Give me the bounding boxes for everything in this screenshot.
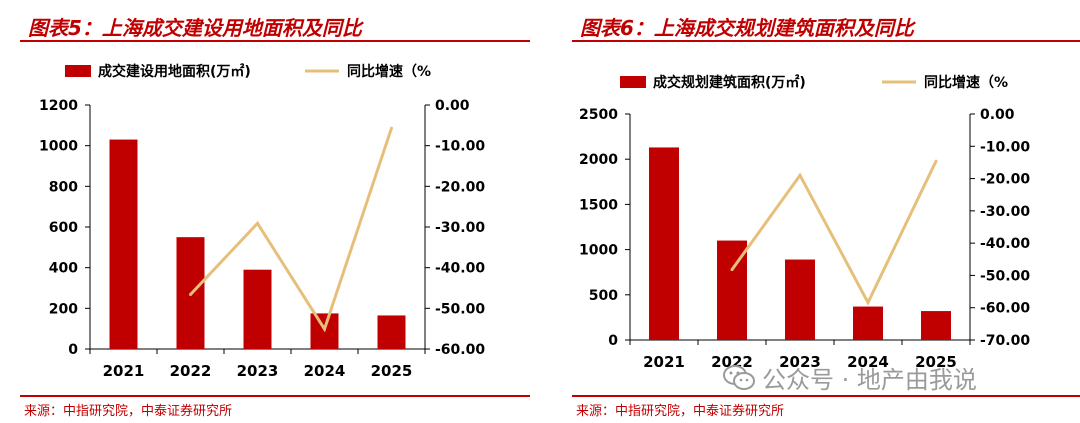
y-right-tick-label: -60.00 xyxy=(980,301,1030,317)
y-left-tick-label: 600 xyxy=(49,220,78,236)
line-point-2024 xyxy=(323,327,326,331)
y-right-tick-label: -20.00 xyxy=(980,172,1030,188)
bar-2021 xyxy=(649,147,679,340)
title-rule xyxy=(20,40,530,42)
bar-2021 xyxy=(109,139,138,349)
y-right-tick-label: 0.00 xyxy=(435,98,470,114)
bar-2025 xyxy=(921,311,951,340)
combo-chart-land-area: 成交建设用地面积(万㎡) 同比增速（% 0 200 400 600 800 1000 1200 -… xyxy=(39,63,485,380)
source-rule xyxy=(572,395,1080,397)
line-point-2024 xyxy=(866,301,870,305)
combo-chart-building-area: 成交规划建筑面积(万㎡) 同比增速（% 0 500 1000 1500 2000 2500 -7… xyxy=(579,74,1030,371)
y-left-tick-label: 200 xyxy=(49,301,78,317)
x-tick-label: 2023 xyxy=(779,353,821,371)
source-note: 来源：中指研究院，中泰证券研究所 xyxy=(576,404,785,419)
line-point-2025 xyxy=(934,159,938,163)
x-tick-label: 2021 xyxy=(643,353,685,371)
x-tick-label: 2024 xyxy=(847,353,889,371)
bar-2023 xyxy=(243,269,272,349)
bar-2025 xyxy=(377,315,406,349)
line-point-2022 xyxy=(730,268,734,272)
yoy-growth-line xyxy=(730,160,938,306)
line-point-2023 xyxy=(798,173,802,177)
y-left-tick-label: 500 xyxy=(589,288,618,304)
legend-label-bar: 成交建设用地面积(万㎡) xyxy=(98,63,251,80)
legend-swatch-bar xyxy=(65,65,91,77)
watermark-text: 公众号 · 地产由我说 xyxy=(762,366,977,394)
y-left-tick-label: 1200 xyxy=(39,98,78,114)
figure-title: 图表6：上海成交规划建筑面积及同比 xyxy=(580,16,914,40)
bar-2024 xyxy=(853,306,883,340)
chart-panel-building-area: 图表6：上海成交规划建筑面积及同比 成交规划建筑面积(万㎡) 同比增速（% 0 500… xyxy=(552,0,1080,423)
y-right-tick-label: -10.00 xyxy=(435,139,485,155)
x-tick-label: 2025 xyxy=(915,353,957,371)
x-tick-label: 2022 xyxy=(170,362,212,380)
figure-title: 图表5：上海成交建设用地面积及同比 xyxy=(28,16,362,40)
wechat-icon xyxy=(723,364,755,390)
y-right-tick-label: -50.00 xyxy=(980,268,1030,284)
y-left-tick-label: 800 xyxy=(49,179,78,195)
y-left-tick-label: 1000 xyxy=(39,139,78,155)
y-right-tick-label: -30.00 xyxy=(435,220,485,236)
y-right-tick-label: -50.00 xyxy=(435,301,485,317)
legend-label-line: 同比增速（% xyxy=(347,63,431,80)
legend-label-line: 同比增速（% xyxy=(924,74,1008,91)
line-point-2025 xyxy=(390,126,393,130)
source-note: 来源：中指研究院，中泰证券研究所 xyxy=(24,404,233,419)
line-point-2022 xyxy=(189,293,192,297)
y-left-tick-label: 0 xyxy=(608,333,618,349)
y-left-tick-label: 0 xyxy=(68,342,78,358)
y-right-tick-label: 0.00 xyxy=(980,107,1015,123)
y-right-tick-label: -10.00 xyxy=(980,139,1030,155)
y-left-tick-label: 1500 xyxy=(579,197,618,213)
legend-label-bar: 成交规划建筑面积(万㎡) xyxy=(653,74,806,91)
y-right-tick-label: -40.00 xyxy=(435,261,485,277)
x-tick-label: 2023 xyxy=(237,362,279,380)
yoy-growth-line xyxy=(189,127,393,333)
y-right-tick-label: -30.00 xyxy=(980,204,1030,220)
chart-panel-land-area: 图表5：上海成交建设用地面积及同比 成交建设用地面积(万㎡) 同比增速（% 0 200… xyxy=(0,0,530,423)
y-right-tick-label: -70.00 xyxy=(980,333,1030,349)
x-tick-label: 2022 xyxy=(711,353,753,371)
watermark: 公众号 · 地产由我说 xyxy=(722,360,977,395)
x-tick-label: 2025 xyxy=(371,362,413,380)
y-right-tick-label: -40.00 xyxy=(980,236,1030,252)
title-rule xyxy=(572,40,1080,42)
y-right-tick-label: -60.00 xyxy=(435,342,485,358)
y-left-tick-label: 2000 xyxy=(579,152,618,168)
y-left-tick-label: 400 xyxy=(49,261,78,277)
y-left-tick-label: 2500 xyxy=(579,107,618,123)
bar-2023 xyxy=(785,259,815,340)
x-tick-label: 2021 xyxy=(103,362,145,380)
source-rule xyxy=(20,395,530,397)
legend-swatch-bar xyxy=(620,76,646,88)
x-tick-label: 2024 xyxy=(304,362,346,380)
y-right-tick-label: -20.00 xyxy=(435,179,485,195)
line-point-2023 xyxy=(256,221,259,225)
y-left-tick-label: 1000 xyxy=(579,243,618,259)
